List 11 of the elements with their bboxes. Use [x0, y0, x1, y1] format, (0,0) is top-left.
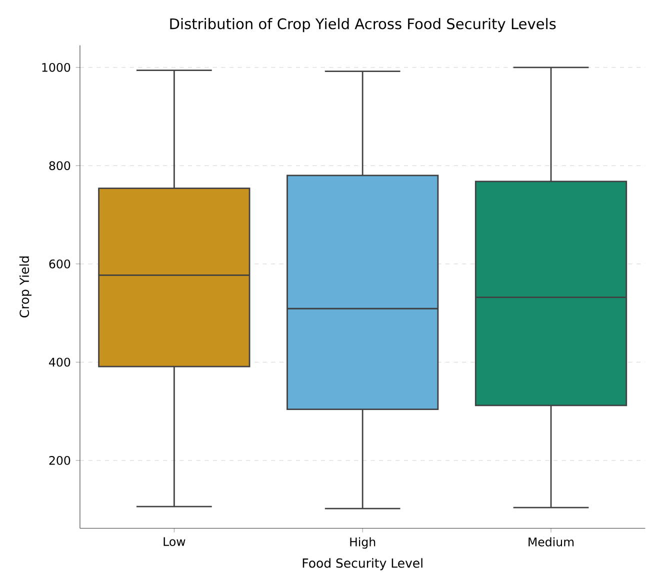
y-tick-label: 1000	[42, 63, 70, 72]
x-tick-label: Medium	[528, 537, 574, 546]
y-axis-title: Crop Yield	[19, 256, 32, 318]
x-tick-label: High	[350, 537, 376, 549]
y-tick-label: 200	[49, 456, 70, 465]
x-tick-label: Low	[164, 537, 186, 546]
y-tick-label: 800	[49, 161, 70, 170]
x-axis-title: Food Security Level	[302, 558, 422, 570]
y-tick-label: 400	[49, 358, 70, 367]
chart-title: Distribution of Crop Yield Across Food Security Levels	[170, 18, 556, 32]
y-tick-label: 600	[49, 260, 70, 268]
